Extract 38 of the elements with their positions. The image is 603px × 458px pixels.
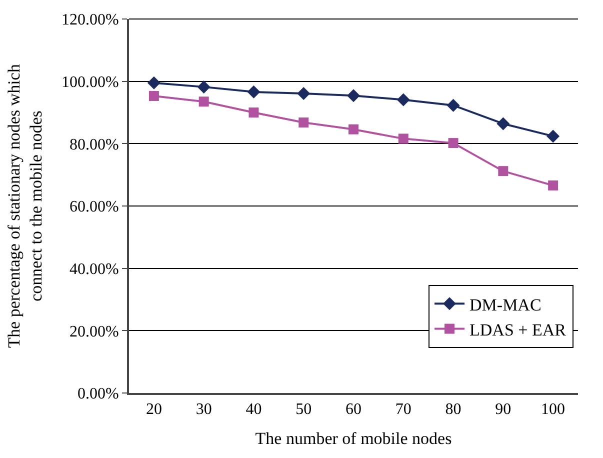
point <box>398 134 408 144</box>
y-tick-label: 0.00% <box>77 386 119 403</box>
legend-label: DM-MAC <box>470 295 542 314</box>
point <box>396 93 410 106</box>
point <box>247 85 260 98</box>
point <box>198 96 209 107</box>
point <box>197 80 210 94</box>
point <box>496 117 510 130</box>
point <box>448 138 458 148</box>
y-tick-label: 40.00% <box>69 260 119 278</box>
x-tick-label: 90 <box>495 401 512 418</box>
y-tick-label: 60.00% <box>69 198 119 216</box>
point <box>298 117 309 128</box>
y-tick-label: 20.00% <box>69 323 119 340</box>
point <box>446 98 460 112</box>
point <box>348 124 358 134</box>
x-tick-label: 40 <box>246 401 262 418</box>
x-tick-label: 20 <box>146 401 162 418</box>
x-tick-label: 100 <box>541 401 566 418</box>
x-tick-label: 70 <box>395 401 412 418</box>
x-tick-label: 30 <box>196 401 212 418</box>
point <box>148 90 159 101</box>
legend-label: LDAS + EAR <box>470 320 567 340</box>
x-tick-label: 60 <box>346 401 362 418</box>
point <box>548 180 558 190</box>
y-tick-label: 120.00% <box>61 12 119 29</box>
x-tick-label: 80 <box>445 401 462 418</box>
point <box>248 108 259 118</box>
point <box>297 86 310 100</box>
point <box>498 166 508 176</box>
x-tick-label: 50 <box>296 401 312 418</box>
y-tick-label: 100.00% <box>61 74 119 91</box>
y-tick-label: 80.00% <box>69 136 119 154</box>
point <box>546 130 560 143</box>
point <box>347 89 360 102</box>
x-axis-title: The number of mobile nodes <box>255 429 452 448</box>
y-axis-title: The percentage of stationary nodes which connect to the mobile nodes <box>4 64 46 348</box>
point <box>147 76 160 90</box>
